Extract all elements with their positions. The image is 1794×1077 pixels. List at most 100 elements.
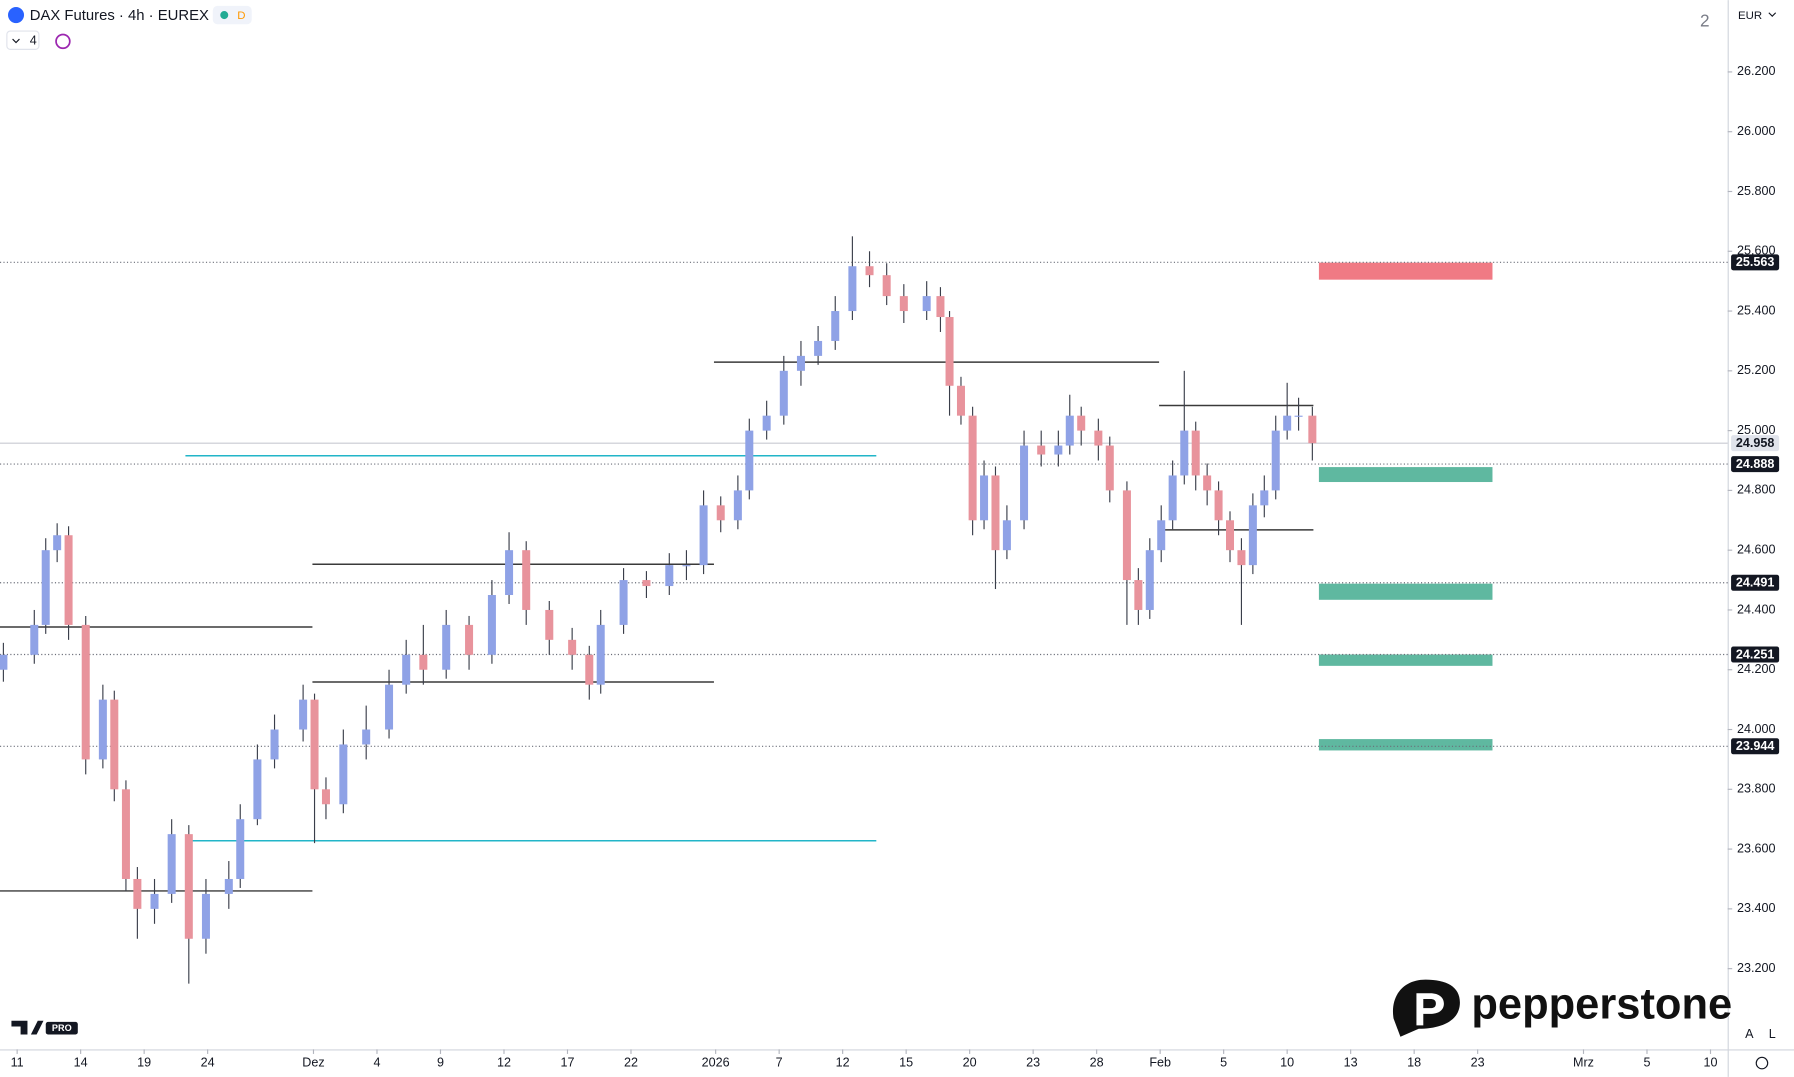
x-tick-label: 23 [1026,1055,1040,1069]
candle-body [1077,415,1086,431]
candle-body [1214,490,1223,521]
status-badge: D [237,10,245,22]
candle-body [1248,505,1257,566]
candle-body [1260,490,1269,506]
candle-body [968,415,977,521]
plot-area [0,236,1728,984]
candle-body [1105,445,1114,491]
y-tick-label: 26.200 [1737,64,1775,78]
candle-body [442,624,451,670]
candle-body [1203,475,1212,491]
y-tick-label: 26.000 [1737,124,1775,138]
x-tick-label: 9 [437,1055,444,1069]
x-tick-label: 10 [1703,1055,1717,1069]
axes: 23.200 23.400 23.600 23.800 24.000 24.200 24.4… [11,64,1780,1069]
price-level-label: 25.563 [1736,255,1774,269]
candle-body [1002,520,1011,551]
candle-body [568,639,577,655]
log-scale-button[interactable]: L [1769,1027,1776,1041]
candle-body [733,490,742,521]
x-tick-label: 4 [373,1055,380,1069]
candle-body [980,475,989,521]
symbol-icon [8,7,25,24]
y-tick-label: 25.400 [1737,303,1775,317]
candle-body [167,834,176,894]
sync-icon[interactable] [55,33,71,50]
candle-body [121,789,130,879]
price-level-label: 24.958 [1736,436,1774,450]
candle-body [487,595,496,655]
price-level-box [1731,738,1780,755]
auto-scale-button[interactable]: A [1745,1027,1754,1041]
candle-body [505,550,514,596]
price-level-label: 24.491 [1736,576,1774,590]
candle-body [98,699,107,760]
x-tick-label: 10 [1280,1055,1294,1069]
chevron [12,38,20,44]
candle-body [236,819,245,879]
price-level-box [1731,254,1780,271]
candle-body [762,415,771,431]
candle-body [1020,445,1029,521]
currency-chevron [1768,12,1777,18]
x-tick-label: 18 [1407,1055,1421,1069]
tv-logo [11,1020,44,1035]
candle-body [882,275,891,297]
tv-pro-box [45,1021,78,1035]
candle-body [716,505,725,521]
brand-logo-letter [1416,993,1444,1026]
candle-body [339,744,348,805]
settings-icon[interactable] [1755,1056,1769,1070]
x-tick-label: 14 [74,1055,88,1069]
candle-body [922,296,931,312]
candle-body [1157,520,1166,551]
candle-body [310,699,319,790]
currency-label[interactable]: EUR [1738,10,1762,22]
candle-body [1134,580,1143,610]
candle-body [1094,430,1103,446]
candle-body [299,699,308,730]
candle-body [41,550,50,625]
candle-body [53,535,62,551]
candle-body [848,266,857,312]
candle-body [1145,550,1154,610]
x-tick-label: 2026 [702,1055,730,1069]
x-tick-label: 28 [1090,1055,1104,1069]
y-tick-label: 23.800 [1737,782,1775,796]
y-tick-label: 23.200 [1737,961,1775,975]
candle-body [253,759,262,820]
x-tick-label: 13 [1344,1055,1358,1069]
candle-body [184,834,193,939]
x-tick-label: Dez [302,1055,324,1069]
candle-body [1037,445,1046,455]
candle-body [1168,475,1177,521]
x-tick-label: 19 [137,1055,151,1069]
candle-body [899,296,908,312]
candle-body [1065,415,1074,446]
indicator-count[interactable]: 4 [30,34,37,48]
candle-body [64,535,73,625]
candle-body [1054,445,1063,455]
zone [1318,739,1493,751]
y-tick-label: 25.000 [1737,423,1775,437]
price-level-box [1731,574,1780,591]
indicators-toggle[interactable] [6,30,40,50]
brand-name: pepperstone [1471,981,1732,1029]
zone [1318,262,1493,280]
candle-body [1294,415,1303,417]
y-tick-label: 23.600 [1737,841,1775,855]
x-tick-label: 23 [1471,1055,1485,1069]
candle-body [419,654,428,670]
x-tick-label: 17 [560,1055,574,1069]
price-level-box [1731,646,1780,663]
candle-body [522,550,531,610]
x-tick-label: 12 [497,1055,511,1069]
candle-body [865,266,874,276]
candle-body [682,565,691,567]
candle-body [321,789,330,805]
candle-body [465,624,474,655]
x-tick-label: 24 [201,1055,215,1069]
candle-body [402,654,411,685]
